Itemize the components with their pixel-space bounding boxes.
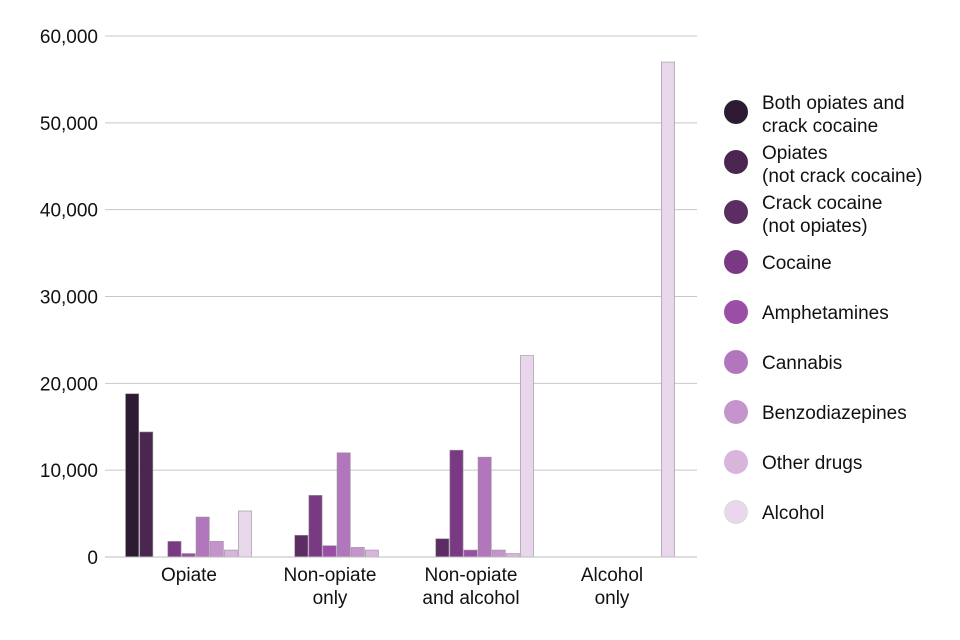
bar bbox=[520, 355, 534, 558]
bar bbox=[364, 549, 379, 558]
y-tick-label: 10,000 bbox=[40, 461, 98, 482]
bar bbox=[125, 393, 140, 558]
x-category-label: only bbox=[595, 588, 630, 609]
legend-swatch bbox=[724, 400, 748, 424]
bar bbox=[308, 495, 323, 558]
bar bbox=[195, 516, 210, 558]
y-tick-label: 0 bbox=[87, 548, 98, 569]
x-category-label: only bbox=[313, 588, 348, 609]
legend-swatch bbox=[724, 450, 748, 474]
legend-label: Cannabis bbox=[762, 353, 842, 374]
bar bbox=[322, 545, 337, 558]
legend-swatch bbox=[724, 350, 748, 374]
legend-label: Cocaine bbox=[762, 253, 832, 274]
y-tick-label: 40,000 bbox=[40, 201, 98, 222]
x-category-label: Non-opiate bbox=[425, 565, 518, 586]
legend-label: Amphetamines bbox=[762, 303, 889, 324]
legend-label: crack cocaine bbox=[762, 116, 878, 137]
x-category-label: Alcohol bbox=[581, 565, 643, 586]
x-category-label: Non-opiate bbox=[284, 565, 377, 586]
bar bbox=[336, 452, 351, 558]
legend-label: Opiates bbox=[762, 143, 827, 164]
legend-label: Other drugs bbox=[762, 453, 862, 474]
legend-label: (not opiates) bbox=[762, 216, 868, 237]
legend-swatch bbox=[724, 100, 748, 124]
legend-label: Both opiates and bbox=[762, 93, 905, 114]
x-category-label: Opiate bbox=[161, 565, 217, 586]
bar bbox=[294, 534, 309, 558]
legend-swatch bbox=[724, 500, 748, 524]
bar bbox=[167, 541, 182, 558]
bar bbox=[223, 549, 238, 558]
bar bbox=[139, 431, 154, 558]
bar bbox=[238, 510, 252, 558]
bar bbox=[209, 541, 224, 558]
legend-swatch bbox=[724, 200, 748, 224]
legend-label: Alcohol bbox=[762, 503, 824, 524]
bar bbox=[491, 549, 506, 558]
bars bbox=[125, 61, 675, 558]
y-tick-label: 50,000 bbox=[40, 114, 98, 135]
y-tick-label: 30,000 bbox=[40, 288, 98, 309]
y-axis-ticks: 0 10,000 20,000 30,000 40,000 50,000 60,000 bbox=[40, 27, 98, 569]
legend-label: (not crack cocaine) bbox=[762, 166, 923, 187]
gridlines bbox=[105, 35, 697, 471]
x-category-label: and alcohol bbox=[422, 588, 519, 609]
legend-swatch bbox=[724, 250, 748, 274]
bar bbox=[350, 547, 365, 558]
bar bbox=[661, 61, 675, 558]
y-tick-label: 20,000 bbox=[40, 374, 98, 395]
bar bbox=[435, 538, 450, 558]
legend-swatch bbox=[724, 150, 748, 174]
legend-label: Benzodiazepines bbox=[762, 403, 907, 424]
bar bbox=[463, 549, 478, 558]
legend-swatch bbox=[724, 300, 748, 324]
bar bbox=[449, 449, 464, 558]
y-tick-label: 60,000 bbox=[40, 27, 98, 48]
bar bbox=[477, 456, 492, 558]
legend-label: Crack cocaine bbox=[762, 193, 882, 214]
bar bbox=[505, 553, 520, 558]
bar bbox=[181, 553, 196, 558]
